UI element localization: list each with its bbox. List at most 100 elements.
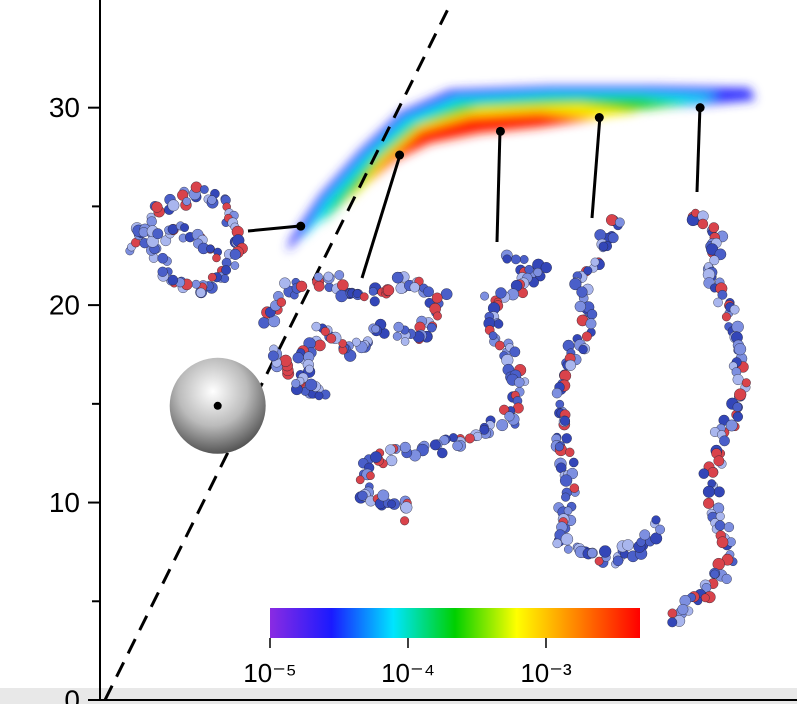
bead [587, 548, 598, 559]
bead [725, 419, 738, 432]
bead [569, 483, 580, 493]
bead [279, 354, 292, 367]
bead [195, 287, 206, 298]
bead [313, 280, 325, 292]
bead [276, 297, 287, 307]
bead [355, 475, 365, 485]
bead [533, 267, 543, 277]
bead [359, 292, 369, 302]
bead [385, 444, 396, 455]
bead [313, 272, 323, 282]
colorbar-tick-label: 10⁻³ [520, 658, 572, 688]
bead [561, 492, 571, 502]
bead [732, 411, 743, 422]
marker [495, 126, 505, 136]
bead [440, 288, 453, 301]
bead [409, 282, 420, 293]
bead [212, 253, 221, 263]
marker [594, 113, 604, 123]
bead [717, 290, 728, 300]
bead [493, 319, 504, 329]
bead [314, 339, 326, 352]
bead [714, 520, 726, 531]
bead [519, 255, 529, 264]
bead [729, 304, 740, 315]
bead [267, 350, 279, 362]
marker [296, 221, 306, 231]
bead [351, 337, 361, 347]
colorbar [270, 608, 640, 638]
bead [229, 248, 241, 260]
bead [586, 309, 598, 320]
bead [700, 593, 710, 603]
bead [494, 340, 505, 351]
bead [565, 447, 575, 457]
bead [152, 228, 164, 240]
bead [741, 378, 751, 388]
bead [713, 455, 725, 467]
colorbar-tick-label: 10⁻⁵ [243, 658, 296, 688]
bead [292, 352, 304, 364]
bead [399, 441, 411, 453]
bead [357, 490, 368, 501]
bead [464, 433, 475, 444]
bead [709, 255, 720, 266]
bead [338, 339, 347, 348]
bead [569, 277, 582, 291]
bead [366, 471, 375, 480]
bead [563, 506, 573, 516]
bead [191, 279, 201, 289]
bead [583, 266, 593, 276]
bead [578, 344, 588, 355]
bead [594, 556, 604, 566]
bead [295, 280, 308, 292]
bead [391, 271, 404, 284]
bead [433, 311, 442, 321]
bead [400, 516, 410, 526]
bead [599, 545, 612, 558]
bead [368, 287, 378, 296]
bead [559, 415, 570, 426]
bead [607, 232, 619, 244]
bead [698, 468, 710, 479]
bead [554, 442, 564, 452]
y-tick-label: 20 [49, 290, 80, 321]
bead [334, 270, 345, 280]
connector-lines [247, 105, 702, 279]
bead [279, 277, 291, 289]
bead [677, 603, 689, 615]
bead [305, 364, 314, 374]
bead [480, 291, 490, 301]
bead [207, 195, 217, 205]
bead [723, 522, 735, 533]
bead [431, 292, 443, 304]
bead [733, 343, 747, 356]
bead [524, 264, 534, 275]
bead [448, 433, 458, 443]
bead [708, 222, 720, 233]
bead [540, 262, 552, 274]
bead [320, 327, 330, 336]
marker [395, 150, 405, 160]
y-tick-label: 10 [49, 487, 80, 518]
marker [695, 103, 705, 113]
bead [258, 317, 270, 329]
bead [734, 388, 747, 401]
bead [651, 515, 661, 525]
bead [377, 489, 390, 502]
bead [167, 274, 179, 286]
bead [370, 451, 382, 463]
bead [452, 440, 463, 451]
bead [305, 378, 318, 391]
bead [423, 286, 434, 298]
bead [387, 499, 396, 509]
bead [311, 321, 321, 332]
bead [716, 536, 729, 549]
y-tick-label: 30 [49, 92, 80, 123]
bead [504, 411, 515, 422]
bead [574, 300, 586, 313]
bead [199, 185, 209, 194]
bead [713, 297, 723, 308]
bead [429, 439, 441, 451]
